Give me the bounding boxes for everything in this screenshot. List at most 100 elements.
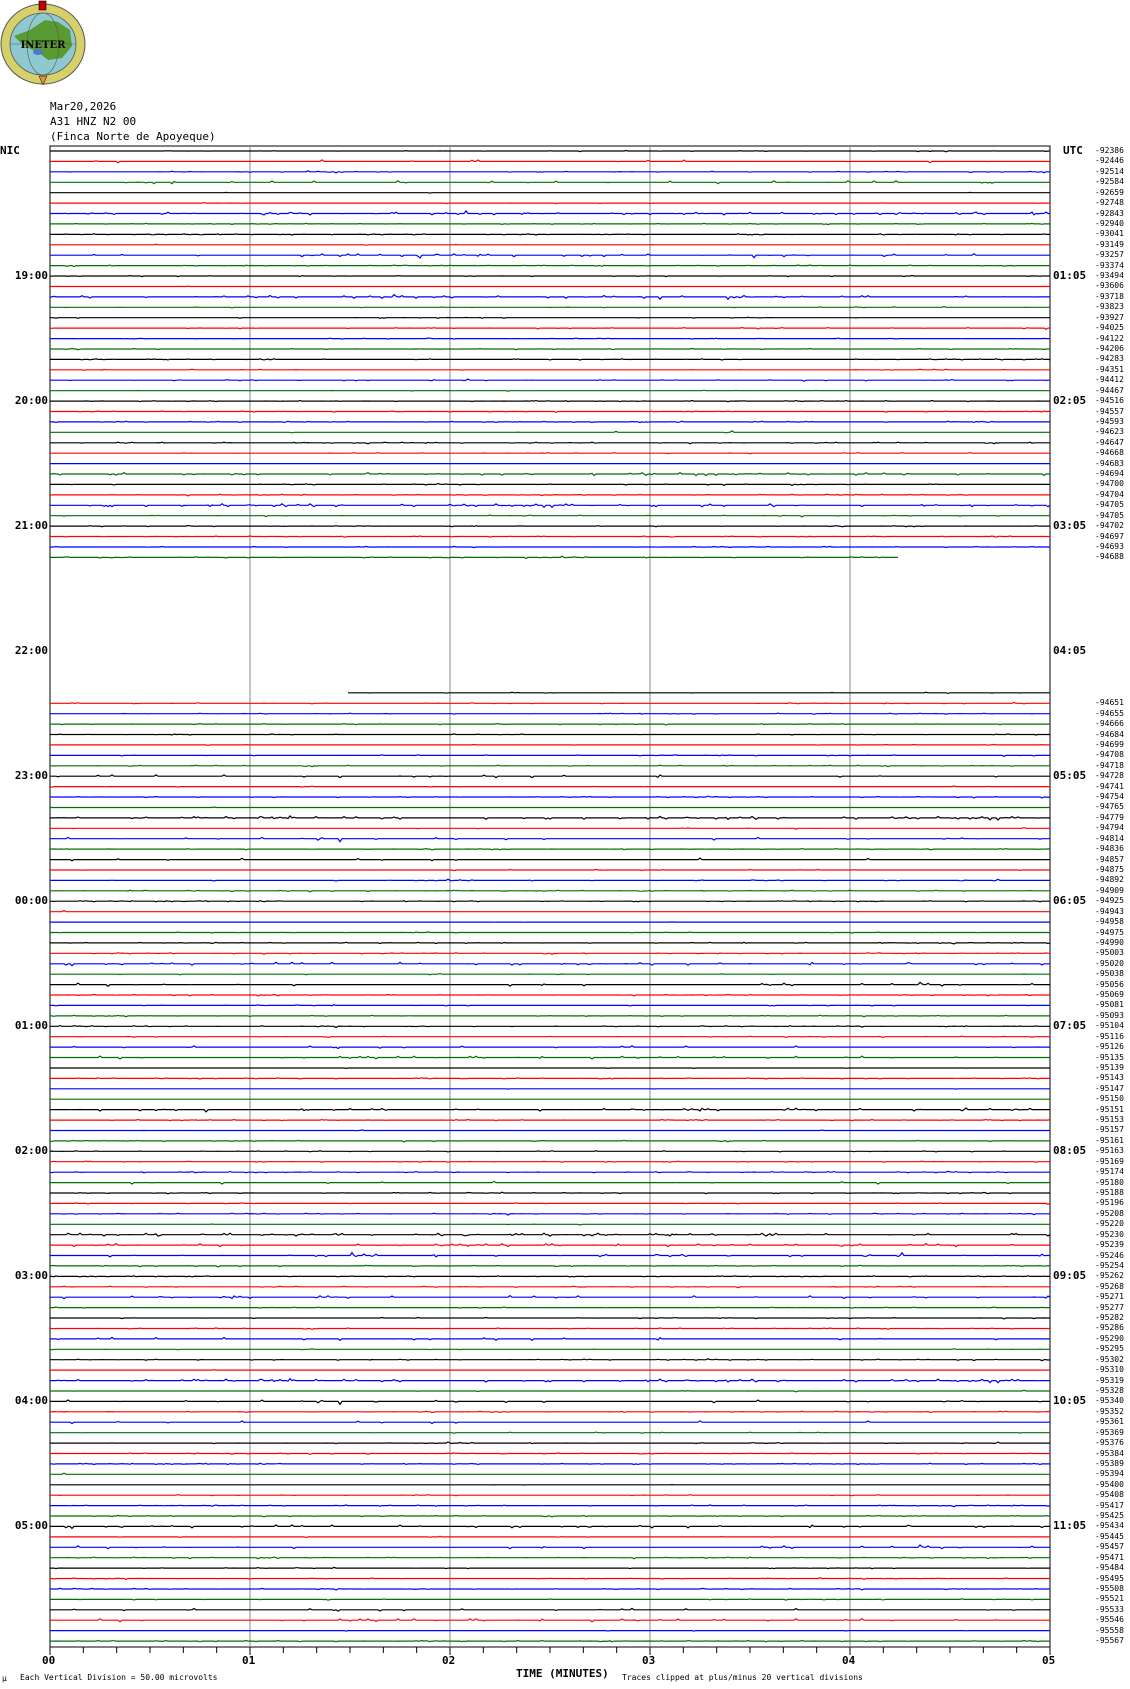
trace-offset-label: -95157 xyxy=(1095,1125,1124,1135)
seismic-trace xyxy=(50,545,1050,549)
trace-offset-label: -94623 xyxy=(1095,427,1124,437)
trace-offset-label: -94705 xyxy=(1095,500,1124,510)
seismic-trace xyxy=(50,1306,1050,1309)
seismic-trace xyxy=(50,191,1050,194)
trace-offset-label: -95239 xyxy=(1095,1240,1124,1250)
seismic-trace xyxy=(50,806,1050,809)
seismic-trace xyxy=(50,180,1050,185)
trace-offset-label: -94708 xyxy=(1095,750,1124,760)
trace-offset-label: -95394 xyxy=(1095,1469,1124,1479)
x-tick-label: 01 xyxy=(242,1654,256,1667)
left-hour-label: 01:00 xyxy=(14,1019,48,1033)
trace-offset-label: -95093 xyxy=(1095,1010,1124,1020)
seismic-trace xyxy=(50,1160,1050,1163)
seismic-trace xyxy=(50,733,1050,736)
trace-offset-label: -94814 xyxy=(1095,833,1124,843)
trace-offset-label: -94704 xyxy=(1095,489,1124,499)
trace-offset-label: -92446 xyxy=(1095,156,1124,166)
seismic-trace xyxy=(50,316,1050,319)
trace-offset-label: -95268 xyxy=(1095,1281,1124,1291)
trace-offset-label: -94836 xyxy=(1095,844,1124,854)
seismic-trace xyxy=(50,493,1050,497)
trace-offset-label: -95056 xyxy=(1095,979,1124,989)
seismic-trace xyxy=(50,1566,1050,1570)
location-label: (Finca Norte de Apoyeque) xyxy=(50,130,216,143)
trace-offset-label: -95533 xyxy=(1095,1604,1124,1614)
seismic-trace xyxy=(50,857,1050,862)
trace-offset-label: -94741 xyxy=(1095,781,1124,791)
left-hour-label: 20:00 xyxy=(14,394,48,408)
trace-offset-label: -93718 xyxy=(1095,291,1124,301)
seismic-trace xyxy=(49,274,1050,278)
trace-offset-label: -92584 xyxy=(1095,177,1124,187)
trace-offset-label: -94754 xyxy=(1095,792,1124,802)
seismic-trace xyxy=(50,1223,1050,1226)
trace-offset-label: -95352 xyxy=(1095,1406,1124,1416)
seismic-trace xyxy=(50,826,1050,830)
seismic-trace xyxy=(50,961,1050,967)
seismic-trace xyxy=(50,1055,1050,1060)
trace-offset-label: -95126 xyxy=(1095,1042,1124,1052)
trace-offset-label: -95139 xyxy=(1095,1062,1124,1072)
trace-offset-label: -93823 xyxy=(1095,302,1124,312)
trace-offset-label: -95558 xyxy=(1095,1625,1124,1635)
seismic-trace xyxy=(50,1035,1050,1039)
seismic-trace xyxy=(50,410,1051,414)
trace-offset-label: -95271 xyxy=(1095,1292,1124,1302)
seismic-trace xyxy=(50,1514,1050,1518)
seismic-trace xyxy=(49,1348,1050,1351)
trace-offset-label: -95400 xyxy=(1095,1479,1124,1489)
trace-offset-label: -95230 xyxy=(1095,1229,1124,1239)
seismic-trace xyxy=(50,931,1050,934)
trace-offset-label: -95290 xyxy=(1095,1333,1124,1343)
trace-offset-label: -94705 xyxy=(1095,510,1124,520)
trace-offset-label: -95153 xyxy=(1095,1115,1124,1125)
seismic-trace xyxy=(50,170,1050,174)
trace-offset-label: -94892 xyxy=(1095,875,1124,885)
trace-offset-label: -95302 xyxy=(1095,1354,1124,1364)
trace-offset-label: -95135 xyxy=(1095,1052,1124,1062)
seismic-trace xyxy=(50,441,1050,445)
trace-offset-label: -94683 xyxy=(1095,458,1124,468)
seismic-trace xyxy=(49,785,1050,788)
trace-offset-label: -95161 xyxy=(1095,1135,1124,1145)
seismic-trace xyxy=(50,1191,1050,1195)
seismic-trace xyxy=(50,524,1050,528)
date-label: Mar20,2026 xyxy=(50,100,117,113)
seismic-trace xyxy=(50,1493,1050,1497)
seismic-trace xyxy=(50,1441,1050,1445)
x-axis-label: TIME (MINUTES) xyxy=(516,1667,609,1680)
trace-offset-label: -95508 xyxy=(1095,1583,1124,1593)
trace-offset-label: -93257 xyxy=(1095,250,1124,260)
seismic-trace xyxy=(50,1410,1051,1414)
seismic-trace xyxy=(50,503,1051,509)
trace-offset-label: -95546 xyxy=(1095,1615,1124,1625)
trace-offset-label: -94958 xyxy=(1095,917,1124,927)
left-hour-label: 04:00 xyxy=(14,1394,48,1408)
seismic-trace xyxy=(50,305,1050,309)
seismic-trace xyxy=(50,993,1050,997)
x-tick-label: 02 xyxy=(442,1654,456,1667)
seismic-trace xyxy=(50,1462,1050,1466)
trace-offset-label: -95310 xyxy=(1095,1365,1124,1375)
seismic-trace xyxy=(50,514,1050,518)
seismic-trace xyxy=(50,252,1050,259)
seismic-trace xyxy=(50,222,1050,226)
seismic-trace xyxy=(50,535,1050,538)
seismic-trace xyxy=(50,1399,1050,1406)
seismic-trace xyxy=(50,1524,1050,1530)
trace-offset-label: -95457 xyxy=(1095,1542,1124,1552)
trace-offset-label: -92843 xyxy=(1095,208,1124,218)
trace-offset-label: -95282 xyxy=(1095,1313,1124,1323)
x-tick-label: 03 xyxy=(642,1654,656,1667)
seismic-trace xyxy=(50,1389,1050,1393)
trace-offset-label: -94857 xyxy=(1095,854,1124,864)
trace-offset-label: -94557 xyxy=(1095,406,1124,416)
left-hour-label: 00:00 xyxy=(14,894,48,908)
seismic-trace xyxy=(50,1577,1050,1581)
trace-offset-label: -93374 xyxy=(1095,260,1124,270)
trace-offset-label: -95471 xyxy=(1095,1552,1124,1562)
left-hour-label: 03:00 xyxy=(14,1269,48,1283)
trace-offset-label: -95150 xyxy=(1095,1094,1124,1104)
seismic-trace xyxy=(50,941,1051,945)
